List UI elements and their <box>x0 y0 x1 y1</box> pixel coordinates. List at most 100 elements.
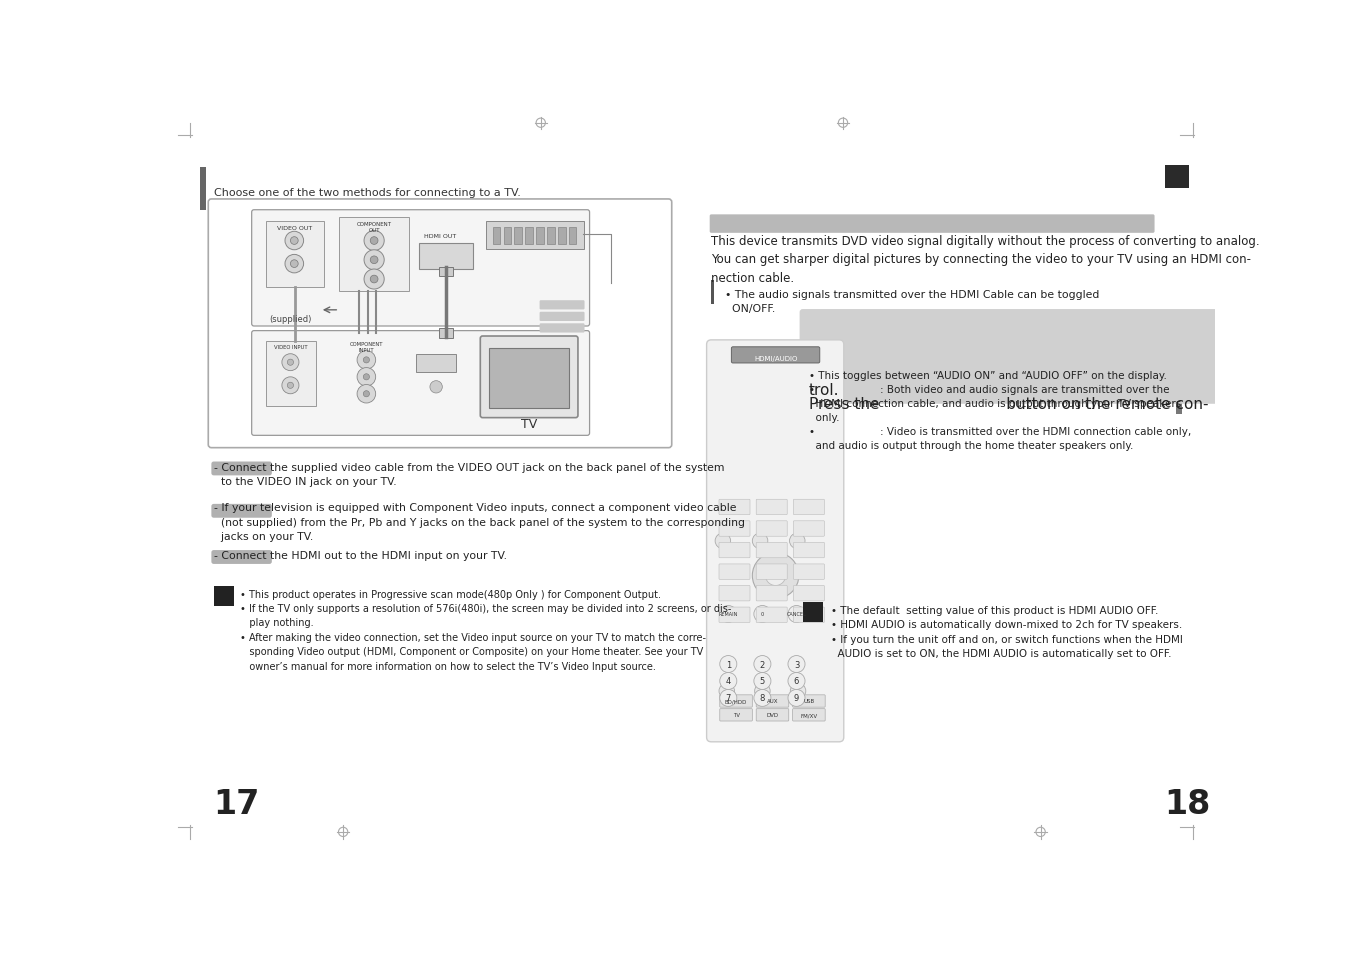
Text: COMPONENT: COMPONENT <box>350 341 383 346</box>
Circle shape <box>753 606 771 623</box>
Circle shape <box>290 260 298 268</box>
FancyBboxPatch shape <box>794 499 825 516</box>
Circle shape <box>288 383 293 389</box>
FancyBboxPatch shape <box>481 336 578 418</box>
Text: 5: 5 <box>760 677 765 686</box>
Circle shape <box>356 368 375 387</box>
FancyBboxPatch shape <box>540 324 585 334</box>
FancyBboxPatch shape <box>756 709 788 721</box>
Circle shape <box>363 375 370 380</box>
Circle shape <box>285 255 304 274</box>
FancyBboxPatch shape <box>756 607 787 623</box>
Text: (supplied): (supplied) <box>270 314 312 323</box>
Text: COMPONENT: COMPONENT <box>356 222 392 227</box>
FancyBboxPatch shape <box>439 268 454 276</box>
Text: • This product operates in Progressive scan mode(480p Only ) for Component Outpu: • This product operates in Progressive s… <box>240 589 732 671</box>
Bar <box>558 228 566 245</box>
Bar <box>803 602 824 622</box>
FancyBboxPatch shape <box>540 301 585 310</box>
Bar <box>711 280 714 305</box>
FancyBboxPatch shape <box>251 332 590 436</box>
Text: 17: 17 <box>213 787 261 821</box>
Text: DVD: DVD <box>767 713 779 718</box>
Bar <box>547 228 555 245</box>
Circle shape <box>429 381 443 394</box>
FancyBboxPatch shape <box>794 586 825 601</box>
FancyBboxPatch shape <box>720 695 752 707</box>
FancyBboxPatch shape <box>251 211 590 327</box>
Text: HDMI/AUDIO: HDMI/AUDIO <box>753 355 798 362</box>
Circle shape <box>720 683 734 699</box>
FancyBboxPatch shape <box>439 329 454 338</box>
Circle shape <box>753 673 771 690</box>
Circle shape <box>282 377 298 395</box>
FancyBboxPatch shape <box>794 543 825 558</box>
Text: • This toggles between “AUDIO ON” and “AUDIO OFF” on the display.
•             : • This toggles between “AUDIO ON” and “A… <box>809 371 1191 451</box>
FancyBboxPatch shape <box>706 340 844 742</box>
Text: BD/HDD: BD/HDD <box>725 699 748 703</box>
Circle shape <box>788 673 805 690</box>
FancyBboxPatch shape <box>208 200 672 448</box>
FancyBboxPatch shape <box>756 695 788 707</box>
Text: 1: 1 <box>726 659 730 669</box>
Text: CANCEL: CANCEL <box>787 612 806 617</box>
Bar <box>514 228 522 245</box>
Circle shape <box>752 534 768 549</box>
Text: 8: 8 <box>760 694 765 702</box>
FancyBboxPatch shape <box>418 244 472 270</box>
FancyBboxPatch shape <box>792 695 825 707</box>
FancyBboxPatch shape <box>266 341 316 407</box>
FancyBboxPatch shape <box>710 215 1154 233</box>
FancyBboxPatch shape <box>756 586 787 601</box>
Text: Choose one of the two methods for connecting to a TV.: Choose one of the two methods for connec… <box>213 188 521 197</box>
Circle shape <box>752 553 799 598</box>
FancyBboxPatch shape <box>799 310 1233 404</box>
Text: FM/XV: FM/XV <box>801 713 818 718</box>
Text: 9: 9 <box>794 694 799 702</box>
Circle shape <box>720 606 737 623</box>
FancyBboxPatch shape <box>720 564 751 579</box>
FancyBboxPatch shape <box>756 499 787 516</box>
Circle shape <box>364 232 385 252</box>
Bar <box>504 228 512 245</box>
FancyBboxPatch shape <box>732 348 819 364</box>
FancyBboxPatch shape <box>756 521 787 537</box>
FancyBboxPatch shape <box>792 709 825 721</box>
Text: OUT: OUT <box>369 228 379 233</box>
Text: TV: TV <box>733 713 740 718</box>
Bar <box>489 348 570 408</box>
Bar <box>568 228 576 245</box>
FancyBboxPatch shape <box>212 551 271 564</box>
Circle shape <box>753 656 771 673</box>
Bar <box>200 168 207 211</box>
Circle shape <box>765 566 786 586</box>
Text: 18: 18 <box>1165 787 1211 821</box>
Bar <box>493 228 501 245</box>
FancyBboxPatch shape <box>416 355 456 373</box>
Circle shape <box>288 359 293 366</box>
Circle shape <box>788 606 805 623</box>
FancyBboxPatch shape <box>212 462 271 476</box>
FancyBboxPatch shape <box>266 222 324 288</box>
Text: - If your television is equipped with Component Video inputs, connect a componen: - If your television is equipped with Co… <box>213 503 745 541</box>
Circle shape <box>363 392 370 397</box>
Circle shape <box>364 251 385 271</box>
FancyBboxPatch shape <box>720 709 752 721</box>
Bar <box>525 228 533 245</box>
Text: • The default  setting value of this product is HDMI AUDIO OFF.
• HDMI AUDIO is : • The default setting value of this prod… <box>830 605 1183 659</box>
Circle shape <box>790 534 805 549</box>
Text: TV: TV <box>521 417 537 431</box>
Circle shape <box>356 385 375 403</box>
FancyBboxPatch shape <box>540 313 585 322</box>
Circle shape <box>790 683 806 699</box>
Circle shape <box>716 534 730 549</box>
FancyBboxPatch shape <box>339 218 409 292</box>
FancyBboxPatch shape <box>720 521 751 537</box>
Text: 0: 0 <box>761 612 764 617</box>
FancyBboxPatch shape <box>720 607 751 623</box>
FancyBboxPatch shape <box>794 564 825 579</box>
Text: INPUT: INPUT <box>359 348 374 353</box>
Bar <box>213 587 234 607</box>
Text: This device transmits DVD video signal digitally without the process of converti: This device transmits DVD video signal d… <box>711 234 1260 284</box>
Text: REMAIN: REMAIN <box>718 612 738 617</box>
